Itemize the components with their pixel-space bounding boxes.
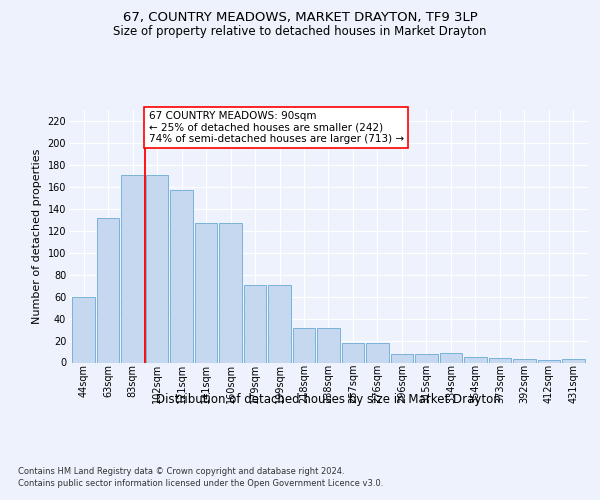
Bar <box>268 284 291 362</box>
Bar <box>342 342 364 362</box>
Bar <box>146 175 169 362</box>
Text: Size of property relative to detached houses in Market Drayton: Size of property relative to detached ho… <box>113 25 487 38</box>
Bar <box>195 223 217 362</box>
Bar <box>562 359 584 362</box>
Bar <box>538 360 560 362</box>
Text: 67 COUNTRY MEADOWS: 90sqm
← 25% of detached houses are smaller (242)
74% of semi: 67 COUNTRY MEADOWS: 90sqm ← 25% of detac… <box>149 111 404 144</box>
Bar <box>366 342 389 362</box>
Bar <box>317 328 340 362</box>
Bar <box>121 175 144 362</box>
Bar <box>293 328 315 362</box>
Bar <box>440 352 462 362</box>
Text: Contains public sector information licensed under the Open Government Licence v3: Contains public sector information licen… <box>18 479 383 488</box>
Bar <box>513 359 536 362</box>
Text: 67, COUNTRY MEADOWS, MARKET DRAYTON, TF9 3LP: 67, COUNTRY MEADOWS, MARKET DRAYTON, TF9… <box>122 11 478 24</box>
Text: Distribution of detached houses by size in Market Drayton: Distribution of detached houses by size … <box>157 392 501 406</box>
Bar <box>464 357 487 362</box>
Bar <box>244 284 266 362</box>
Y-axis label: Number of detached properties: Number of detached properties <box>32 148 42 324</box>
Bar <box>97 218 119 362</box>
Bar <box>170 190 193 362</box>
Text: Contains HM Land Registry data © Crown copyright and database right 2024.: Contains HM Land Registry data © Crown c… <box>18 468 344 476</box>
Bar <box>73 296 95 362</box>
Bar <box>220 223 242 362</box>
Bar <box>415 354 437 362</box>
Bar <box>391 354 413 362</box>
Bar <box>488 358 511 362</box>
